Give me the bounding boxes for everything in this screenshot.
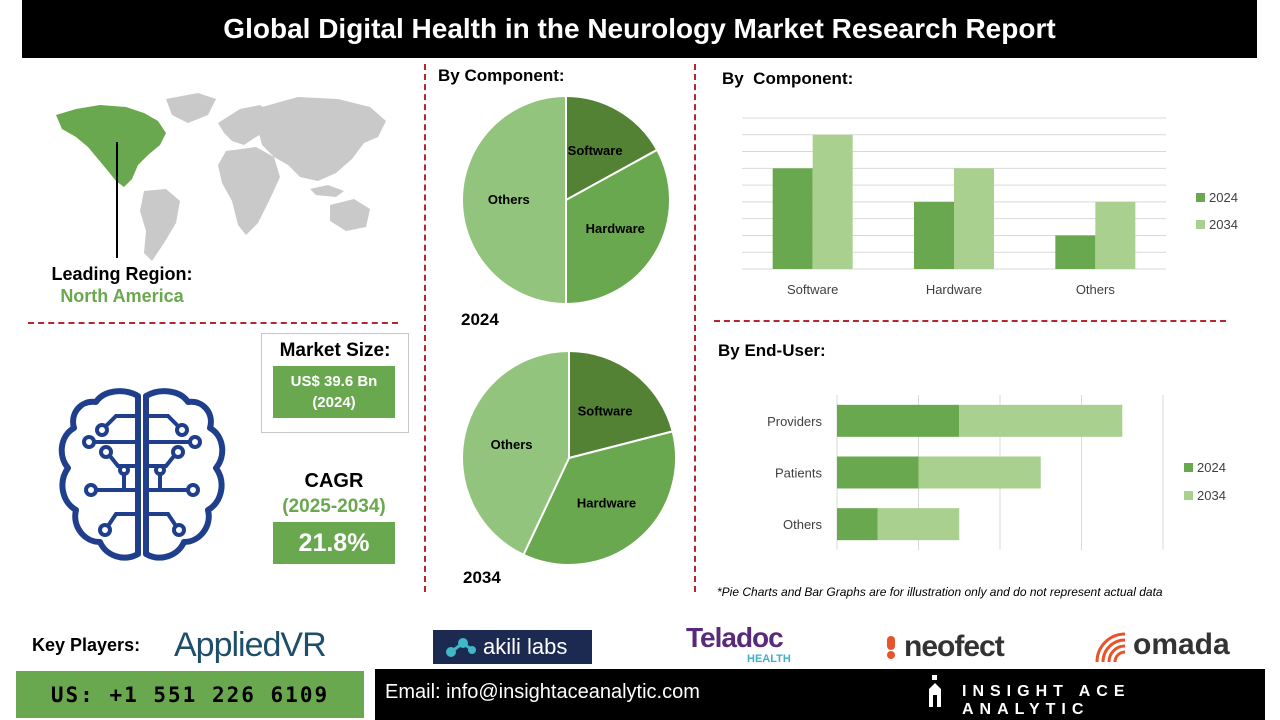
right-divider — [714, 320, 1226, 322]
y-tick-label: Providers — [767, 414, 822, 429]
asia-shape — [258, 97, 386, 181]
cagr-period: (2025-2034) — [282, 496, 386, 517]
bar-providers-2024 — [837, 404, 960, 437]
disclaimer-note: *Pie Charts and Bar Graphs are for illus… — [717, 585, 1163, 599]
bar-patients-2034 — [918, 456, 1041, 489]
x-tick-label: Hardware — [926, 282, 982, 297]
pie-chart-2024: Software Hardware Others — [461, 94, 671, 306]
email-contact[interactable]: Email: info@insightaceanalytic.com — [385, 681, 700, 703]
leading-region-label: Leading Region: — [51, 264, 193, 284]
legend-swatch-2034 — [1184, 491, 1193, 500]
cagr-label: CAGR — [304, 470, 364, 492]
bar-hardware-2024 — [914, 201, 954, 269]
pie-label-software: Software — [578, 403, 633, 418]
pie-label-others: Others — [491, 437, 533, 452]
left-divider — [28, 322, 398, 324]
akili-logo: akili labs — [433, 630, 592, 664]
market-size-value: US$ 39.6 Bn (2024) — [273, 366, 395, 418]
pie-slice-others — [461, 94, 567, 306]
akili-mark-icon — [446, 638, 476, 657]
greenland-shape — [166, 93, 216, 123]
region-pointer-line — [116, 142, 118, 258]
pie-slice-others — [461, 350, 570, 557]
pie-slice-software — [565, 94, 659, 202]
enduser-bar-chart: Providers Patients Others 2024 2034 — [767, 395, 1226, 550]
market-size-card: Market Size: US$ 39.6 Bn (2024) — [261, 333, 409, 433]
legend-swatch-2024 — [1196, 193, 1205, 202]
omada-logo: omada — [1133, 628, 1230, 661]
pie-label-others: Others — [488, 192, 530, 207]
teladoc-logo: Teladoc — [686, 622, 784, 653]
y-tick-label: Patients — [775, 466, 822, 481]
pie-slice-hardware — [565, 148, 671, 306]
legend-label-2034: 2034 — [1197, 488, 1226, 503]
key-players-label: Key Players: — [32, 635, 141, 655]
center-divider-right — [694, 64, 696, 592]
omada-mark-icon — [1095, 632, 1126, 663]
pie-section-title: By Component: — [438, 66, 565, 85]
market-size-label: Market Size: — [279, 340, 391, 361]
teladoc-health-text: HEALTH — [747, 653, 791, 665]
neofect-mark-icon — [884, 636, 898, 660]
akili-logo-text: akili labs — [483, 634, 568, 659]
neofect-logo: neofect — [904, 630, 1005, 663]
pie-slice-hardware — [522, 430, 677, 566]
bar-software-2024 — [772, 168, 813, 269]
bar-hardware-2034 — [954, 168, 994, 269]
bar-software-2034 — [812, 134, 853, 269]
africa-shape — [218, 147, 280, 235]
australia-shape — [330, 199, 370, 231]
europe-shape — [218, 105, 274, 145]
phone-contact[interactable]: US: +1 551 226 6109 — [16, 671, 364, 718]
legend-label-2024: 2024 — [1209, 190, 1238, 205]
bar-others-2034 — [1095, 201, 1136, 269]
brain-icon — [58, 388, 226, 561]
indonesia-shape — [310, 185, 344, 197]
insight-ace-logo-icon — [929, 675, 941, 707]
component-bar-chart: Software Hardware Others 2024 2034 — [742, 117, 1238, 297]
north-america-shape — [56, 105, 166, 187]
bar-others-2034 — [877, 508, 960, 541]
bar-providers-2034 — [959, 404, 1123, 437]
bar-component-title: By Component: — [722, 69, 854, 88]
appliedvr-logo: AppliedVR — [174, 626, 327, 664]
page-title: Global Digital Health in the Neurology M… — [22, 0, 1257, 58]
pie-slice-software — [568, 350, 674, 460]
cagr-value: 21.8% — [273, 522, 395, 564]
legend-label-2034: 2034 — [1209, 217, 1238, 232]
pie-label-hardware: Hardware — [577, 495, 636, 510]
pie-year-2024: 2024 — [461, 310, 499, 329]
brand-name: INSIGHT ACE ANALYTIC — [962, 683, 1131, 718]
bar-enduser-title: By End-User: — [718, 341, 826, 360]
pie-label-hardware: Hardware — [586, 221, 645, 236]
legend-swatch-2034 — [1196, 220, 1205, 229]
pie-year-2034: 2034 — [463, 568, 501, 587]
x-tick-label: Others — [1076, 282, 1116, 297]
bar-others-2024 — [1055, 235, 1096, 269]
legend-swatch-2024 — [1184, 463, 1193, 472]
bar-patients-2024 — [837, 456, 919, 489]
center-divider-left — [424, 64, 426, 592]
south-america-shape — [140, 189, 180, 261]
leading-region-value: North America — [60, 286, 184, 306]
y-tick-label: Others — [783, 517, 823, 532]
email-bar: Email: info@insightaceanalytic.com INSIG… — [375, 669, 1265, 720]
world-map — [56, 93, 386, 261]
bar-others-2024 — [837, 508, 878, 541]
pie-chart-2034: Software Hardware Others — [461, 350, 677, 566]
legend-label-2024: 2024 — [1197, 460, 1226, 475]
x-tick-label: Software — [787, 282, 838, 297]
pie-label-software: Software — [568, 143, 623, 158]
